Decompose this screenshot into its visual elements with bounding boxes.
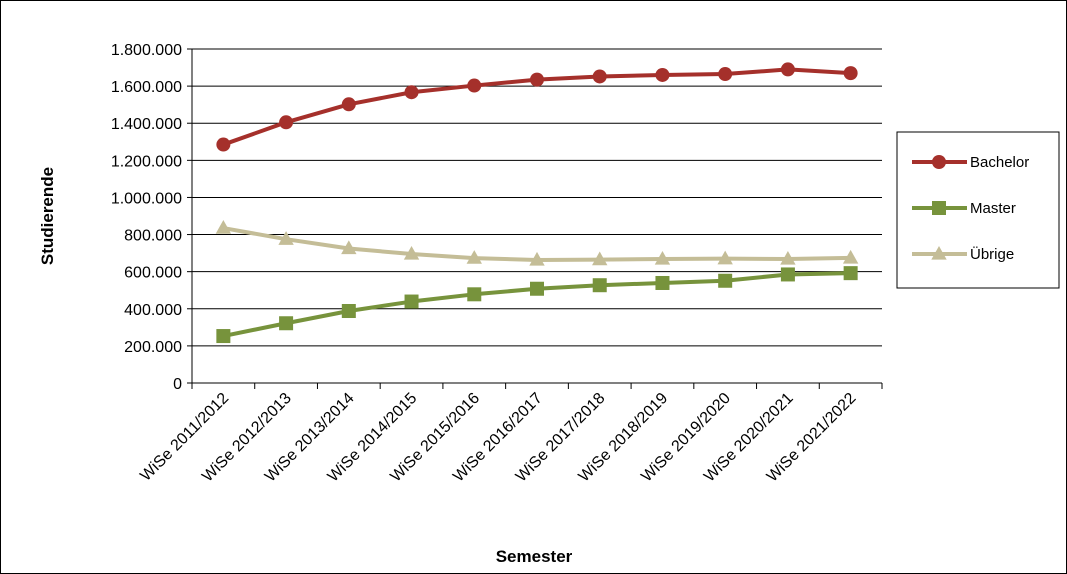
data-point bbox=[279, 316, 294, 331]
legend-swatch-marker bbox=[931, 245, 947, 260]
data-point bbox=[467, 287, 482, 302]
series-square bbox=[216, 266, 858, 344]
x-axis-title: Semester bbox=[496, 547, 573, 566]
data-point bbox=[216, 329, 231, 344]
data-point bbox=[215, 220, 232, 234]
y-tick-label: 1.600.000 bbox=[111, 79, 182, 96]
data-point bbox=[655, 67, 670, 82]
data-point bbox=[654, 250, 671, 265]
legend-label: Master bbox=[970, 200, 1016, 217]
series-lines bbox=[215, 62, 859, 344]
series-circle bbox=[216, 62, 858, 152]
data-point bbox=[718, 67, 733, 82]
data-point bbox=[655, 275, 670, 290]
data-point bbox=[592, 69, 607, 84]
data-point bbox=[717, 250, 733, 265]
data-point bbox=[404, 294, 419, 309]
y-tick-label: 1.200.000 bbox=[111, 153, 182, 170]
y-axis-title: Studierende bbox=[38, 167, 57, 265]
data-point bbox=[467, 78, 482, 93]
data-point bbox=[279, 115, 294, 130]
data-point bbox=[780, 62, 795, 77]
data-point bbox=[341, 240, 357, 255]
y-tick-label: 200.000 bbox=[124, 339, 182, 356]
data-point bbox=[780, 267, 795, 282]
y-tick-label: 1.400.000 bbox=[111, 116, 182, 133]
data-point bbox=[341, 304, 356, 319]
data-point bbox=[592, 251, 608, 266]
data-point bbox=[530, 281, 544, 296]
y-tick-labels: 0 200.000 400.000 600.000 800.000 1.000.000 1.… bbox=[111, 42, 182, 393]
y-tick-label: 0 bbox=[173, 376, 182, 393]
data-point bbox=[530, 72, 544, 87]
y-tick-label: 600.000 bbox=[124, 265, 182, 282]
data-point bbox=[404, 85, 419, 100]
data-point bbox=[216, 137, 231, 152]
data-point bbox=[529, 251, 545, 266]
data-point bbox=[843, 66, 858, 81]
data-point bbox=[842, 249, 859, 264]
data-point bbox=[403, 245, 420, 260]
data-point bbox=[341, 97, 356, 112]
legend-swatch-marker bbox=[932, 155, 946, 169]
legend-label: Bachelor bbox=[970, 154, 1029, 171]
y-tick-label: 400.000 bbox=[124, 302, 182, 319]
y-tick-label: 1.000.000 bbox=[111, 190, 182, 207]
legend: Bachelor Master Übrige bbox=[896, 131, 1060, 289]
series-triangle bbox=[215, 220, 859, 266]
gridlines bbox=[187, 48, 882, 384]
legend-label: Übrige bbox=[970, 245, 1014, 263]
legend-swatch-marker bbox=[932, 201, 946, 215]
y-tick-label: 1.800.000 bbox=[111, 42, 182, 59]
axes bbox=[191, 49, 883, 389]
data-point bbox=[843, 266, 858, 281]
data-point bbox=[466, 250, 482, 264]
data-point bbox=[278, 231, 294, 245]
data-point bbox=[780, 250, 796, 265]
data-point bbox=[592, 278, 607, 293]
y-tick-label: 800.000 bbox=[124, 228, 182, 245]
data-point bbox=[718, 273, 733, 288]
